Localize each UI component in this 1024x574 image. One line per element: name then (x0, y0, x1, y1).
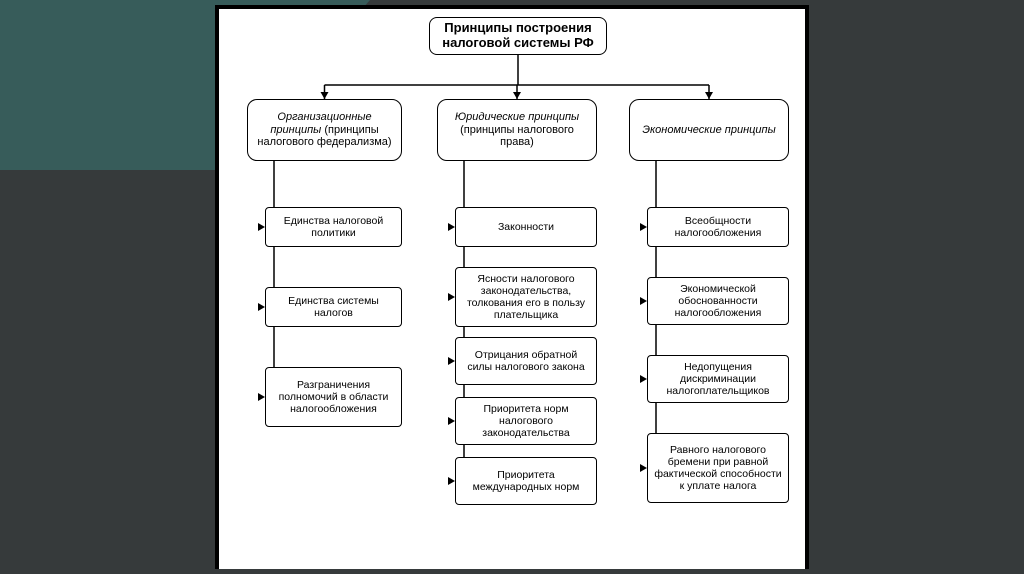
sub-legal-1: Ясности налогового законодательства, тол… (455, 267, 597, 327)
title-node: Принципы построения налоговой системы РФ (429, 17, 607, 55)
title-text: Принципы построения налоговой системы РФ (436, 21, 600, 51)
sub-org-1: Единства системы налогов (265, 287, 402, 327)
category-econ: Экономические принципы (629, 99, 789, 161)
category-legal: Юридические принципы (принципы налоговог… (437, 99, 597, 161)
sub-legal-2: Отрицания обратной силы налогового закон… (455, 337, 597, 385)
sub-org-0: Единства налоговой политики (265, 207, 402, 247)
sub-econ-2: Недопущения дискриминации налогоплательщ… (647, 355, 789, 403)
sub-econ-1: Экономической обоснованности налогооблож… (647, 277, 789, 325)
decor-trapezoid-left (0, 0, 220, 170)
category-org: Организационные принципы (принципы налог… (247, 99, 402, 161)
sub-legal-4: Приоритета международных норм (455, 457, 597, 505)
sub-legal-0: Законности (455, 207, 597, 247)
sub-legal-3: Приоритета норм налогового законодательс… (455, 397, 597, 445)
sub-econ-3: Равного налогового бремени при равной фа… (647, 433, 789, 503)
diagram-canvas: Принципы построения налоговой системы РФ… (215, 5, 809, 569)
sub-econ-0: Всеобщности налогообложения (647, 207, 789, 247)
sub-org-2: Разграничения полномочий в области налог… (265, 367, 402, 427)
